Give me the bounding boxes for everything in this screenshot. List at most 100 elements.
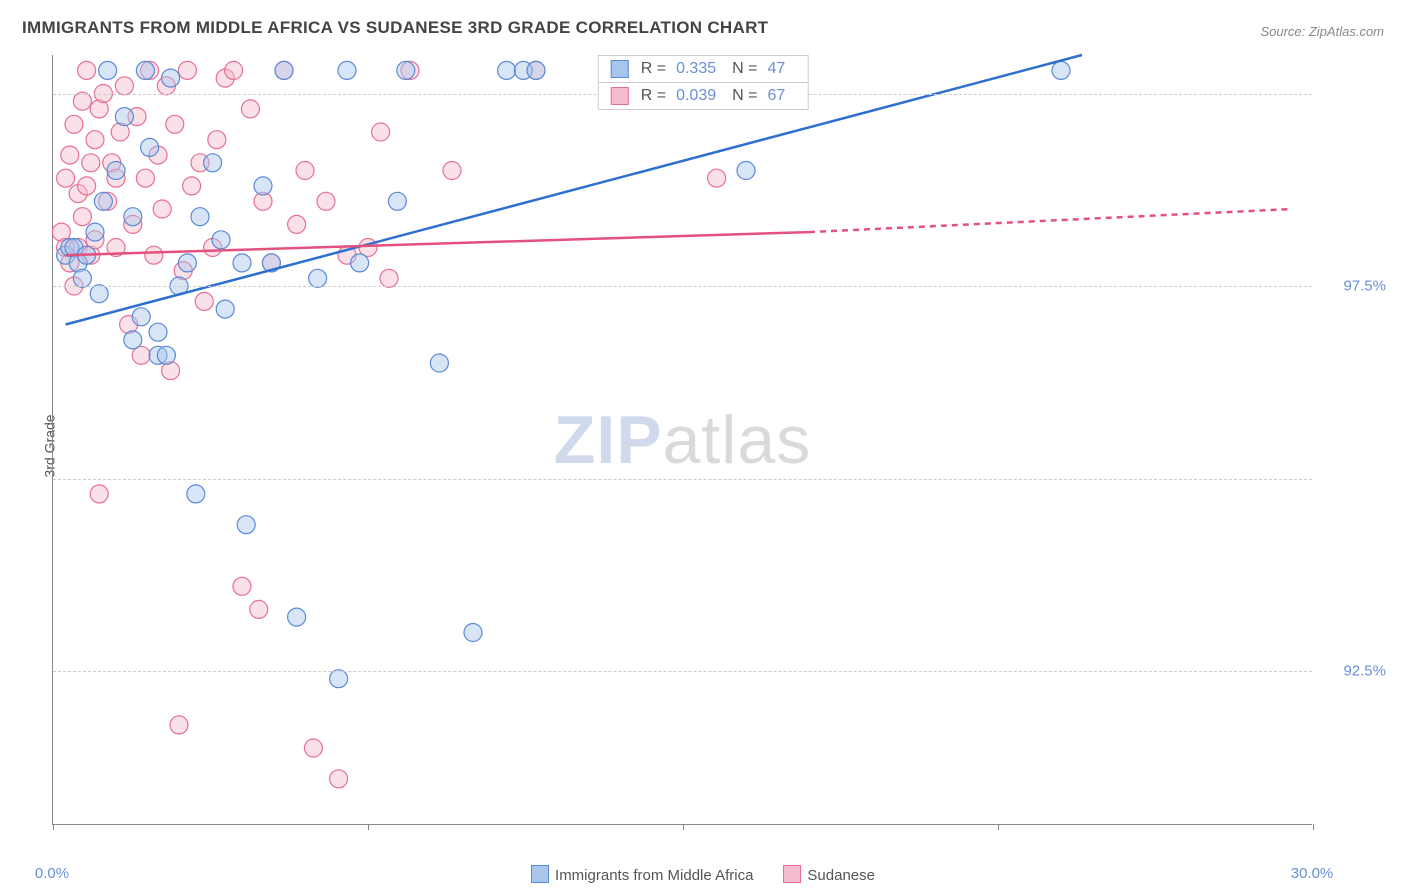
data-point-sudanese <box>708 169 726 187</box>
data-point-sudanese <box>241 100 259 118</box>
data-point-mid_africa <box>430 354 448 372</box>
legend-swatch <box>783 865 801 883</box>
data-point-mid_africa <box>309 269 327 287</box>
data-point-mid_africa <box>187 485 205 503</box>
data-point-sudanese <box>317 192 335 210</box>
data-point-mid_africa <box>124 331 142 349</box>
x-tick <box>368 824 369 830</box>
data-point-sudanese <box>90 485 108 503</box>
data-point-mid_africa <box>527 61 545 79</box>
data-point-sudanese <box>166 115 184 133</box>
data-point-mid_africa <box>338 61 356 79</box>
data-point-sudanese <box>86 131 104 149</box>
data-point-sudanese <box>82 154 100 172</box>
y-tick-label: 92.5% <box>1343 663 1386 680</box>
data-point-mid_africa <box>132 308 150 326</box>
legend-swatch <box>531 865 549 883</box>
bottom-legend-label: Sudanese <box>807 867 875 884</box>
data-point-mid_africa <box>212 231 230 249</box>
regression-line-sudanese <box>66 232 809 255</box>
scatter-plot-svg <box>53 55 1312 824</box>
data-point-mid_africa <box>1052 61 1070 79</box>
legend-n-value: 47 <box>767 60 785 78</box>
regression-ext-sudanese <box>809 209 1292 232</box>
regression-legend: R = 0.335 N = 47 R = 0.039 N = 67 <box>598 55 809 110</box>
data-point-sudanese <box>145 246 163 264</box>
x-tick <box>683 824 684 830</box>
data-point-mid_africa <box>162 69 180 87</box>
data-point-mid_africa <box>99 61 117 79</box>
data-point-sudanese <box>78 61 96 79</box>
data-point-mid_africa <box>149 323 167 341</box>
data-point-sudanese <box>57 169 75 187</box>
data-point-mid_africa <box>216 300 234 318</box>
data-point-mid_africa <box>141 138 159 156</box>
data-point-sudanese <box>170 716 188 734</box>
legend-r-value: 0.039 <box>676 87 716 105</box>
data-point-sudanese <box>115 77 133 95</box>
x-tick-label: 30.0% <box>1291 865 1334 882</box>
legend-swatch <box>611 87 629 105</box>
data-point-mid_africa <box>191 208 209 226</box>
data-point-mid_africa <box>275 61 293 79</box>
data-point-mid_africa <box>288 608 306 626</box>
data-point-mid_africa <box>136 61 154 79</box>
x-tick <box>998 824 999 830</box>
regression-line-mid_africa <box>66 55 1082 325</box>
data-point-mid_africa <box>73 269 91 287</box>
source-label: Source: ZipAtlas.com <box>1260 24 1384 39</box>
x-tick <box>1313 824 1314 830</box>
data-point-sudanese <box>208 131 226 149</box>
data-point-sudanese <box>195 292 213 310</box>
gridline-h <box>53 286 1312 287</box>
data-point-mid_africa <box>178 254 196 272</box>
x-tick <box>53 824 54 830</box>
data-point-mid_africa <box>107 162 125 180</box>
data-point-mid_africa <box>86 223 104 241</box>
y-tick-label: 97.5% <box>1343 278 1386 295</box>
legend-r-label: R = <box>641 87 666 105</box>
data-point-sudanese <box>372 123 390 141</box>
data-point-mid_africa <box>115 108 133 126</box>
data-point-sudanese <box>330 770 348 788</box>
data-point-sudanese <box>136 169 154 187</box>
plot-area: ZIPatlas <box>52 55 1312 825</box>
legend-n-value: 67 <box>767 87 785 105</box>
chart-title: IMMIGRANTS FROM MIDDLE AFRICA VS SUDANES… <box>22 18 768 38</box>
legend-r-label: R = <box>641 60 666 78</box>
data-point-mid_africa <box>94 192 112 210</box>
data-point-mid_africa <box>237 516 255 534</box>
legend-n-label: N = <box>732 60 757 78</box>
data-point-sudanese <box>250 600 268 618</box>
data-point-sudanese <box>380 269 398 287</box>
data-point-mid_africa <box>124 208 142 226</box>
data-point-sudanese <box>73 208 91 226</box>
data-point-sudanese <box>304 739 322 757</box>
data-point-mid_africa <box>388 192 406 210</box>
bottom-legend-label: Immigrants from Middle Africa <box>555 867 753 884</box>
data-point-mid_africa <box>351 254 369 272</box>
data-point-sudanese <box>225 61 243 79</box>
legend-n-label: N = <box>732 87 757 105</box>
data-point-sudanese <box>73 92 91 110</box>
data-point-mid_africa <box>464 624 482 642</box>
data-point-sudanese <box>178 61 196 79</box>
data-point-sudanese <box>78 177 96 195</box>
data-point-mid_africa <box>157 346 175 364</box>
data-point-mid_africa <box>204 154 222 172</box>
data-point-sudanese <box>233 577 251 595</box>
data-point-mid_africa <box>254 177 272 195</box>
data-point-sudanese <box>61 146 79 164</box>
data-point-mid_africa <box>397 61 415 79</box>
x-tick-label: 0.0% <box>35 865 69 882</box>
legend-r-value: 0.335 <box>676 60 716 78</box>
data-point-sudanese <box>296 162 314 180</box>
gridline-h <box>53 479 1312 480</box>
bottom-legend-item: Sudanese <box>783 865 875 884</box>
data-point-sudanese <box>443 162 461 180</box>
gridline-h <box>53 671 1312 672</box>
data-point-mid_africa <box>498 61 516 79</box>
data-point-sudanese <box>183 177 201 195</box>
data-point-sudanese <box>65 115 83 133</box>
data-point-sudanese <box>153 200 171 218</box>
